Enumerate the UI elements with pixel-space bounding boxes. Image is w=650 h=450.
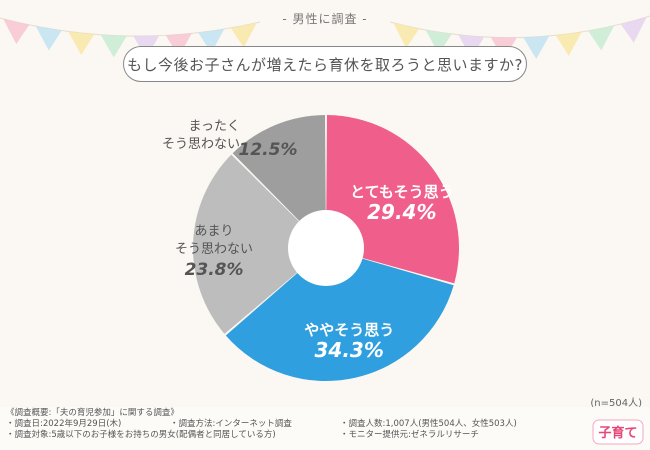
sample-size: (n=504人) <box>590 398 642 409</box>
kosodate-logo-icon: 子育て <box>592 419 644 445</box>
slice-label: とてもそう思う <box>350 183 454 201</box>
bunting-flag <box>588 25 615 51</box>
survey-tag: - 男性に調査 - <box>282 12 368 26</box>
survey-footer: 《調査概要:「夫の育児参加」に関する調査》 ・調査日:2022年9月29日(木)… <box>0 407 650 450</box>
slice-label: あまり <box>195 224 234 239</box>
footer-title: 《調査概要:「夫の育児参加」に関する調査》 <box>6 408 179 418</box>
bunting-flag <box>35 26 62 51</box>
slice-value-label: 12.5% <box>239 140 298 160</box>
bunting-flag <box>523 35 550 59</box>
bunting-flag <box>393 22 420 48</box>
footer-date: ・調査日:2022年9月29日(木) <box>6 419 122 429</box>
bunting-flag <box>198 29 225 53</box>
slice-value-label: 23.8% <box>185 260 244 280</box>
bunting-flag <box>68 31 95 55</box>
slice-value-label: 34.3% <box>315 338 384 362</box>
pie-slice <box>225 248 454 382</box>
slice-label: そう思わない <box>162 137 240 152</box>
pie-slice <box>192 154 326 334</box>
pie-slice <box>232 115 326 248</box>
bunting-flag <box>165 33 192 57</box>
bunting-flag <box>620 16 647 43</box>
footer-count: ・調査人数:1,007人(男性504人、女性503人) <box>340 419 517 429</box>
bunting-flag <box>100 34 127 58</box>
logo-text: 子育て <box>598 425 637 441</box>
donut-hole <box>288 210 364 286</box>
question-box: もし今後お子さんが増えたら育休を取ろうと思いますか? <box>123 46 527 82</box>
footer-provider: ・モニター提供元:ゼネラルリサーチ <box>340 430 479 440</box>
bunting-flag <box>3 18 30 44</box>
slice-value-label: 29.4% <box>367 200 436 224</box>
slice-label: ややそう思う <box>304 321 394 339</box>
bunting-flag <box>555 31 582 56</box>
footer-target: ・調査対象:5歳以下のお子様をお持ちの男女(配偶者と同居している方) <box>6 430 276 440</box>
bunting-flag <box>425 29 452 55</box>
bunting-flag <box>230 22 257 48</box>
footer-method: ・調査方法:インターネット調査 <box>170 419 292 429</box>
slice-label: そう思わない <box>175 242 253 257</box>
slice-label: まったく <box>189 119 240 134</box>
